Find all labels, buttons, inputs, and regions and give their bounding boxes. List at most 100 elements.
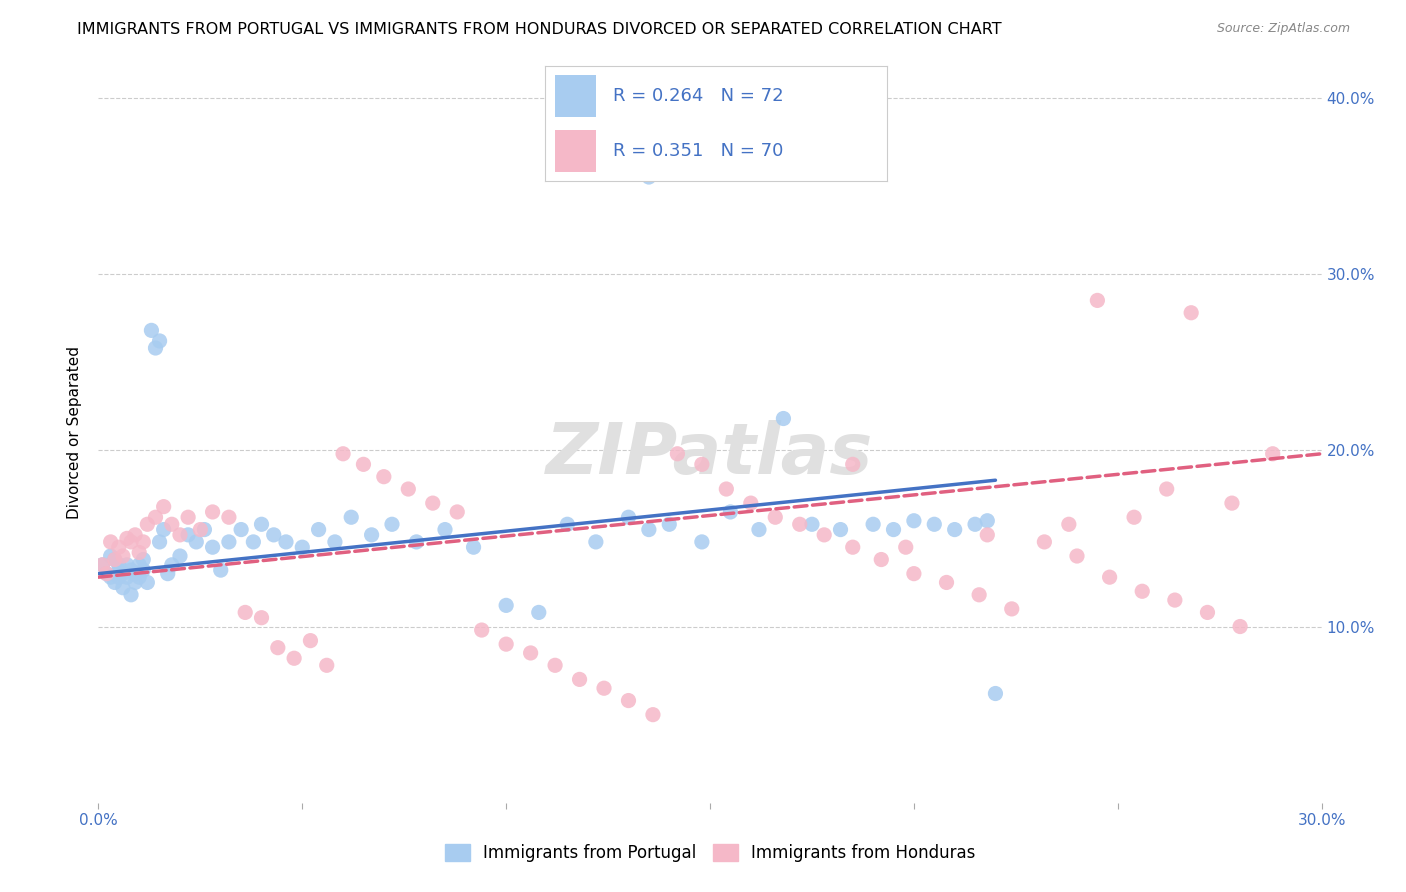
Point [299,633,322,648]
Point [1130,584,1153,599]
Point [903,514,925,528]
Point [446,505,468,519]
Point [555,517,579,532]
Point [169,549,191,563]
Point [145,510,167,524]
Point [201,540,224,554]
Point [870,552,893,566]
Point [1197,606,1219,620]
Point [527,606,550,620]
Point [360,528,382,542]
Point [91,558,114,572]
Point [495,637,517,651]
Point [250,610,273,624]
Point [323,535,346,549]
Point [169,528,191,542]
Point [115,558,138,572]
Point [124,575,146,590]
Point [495,599,517,613]
Point [96,566,118,581]
Point [405,535,427,549]
Point [186,535,208,549]
Point [1085,293,1108,308]
Point [617,510,640,524]
Point [748,523,770,537]
Point [136,517,159,532]
Point [976,514,998,528]
Point [1033,535,1056,549]
Point [903,566,925,581]
Point [463,540,485,554]
Point [332,447,354,461]
Point [111,566,134,581]
Point [544,658,567,673]
Point [841,540,863,554]
Point [136,575,159,590]
Point [841,458,863,472]
Point [718,505,742,519]
Point [568,673,591,687]
Point [373,469,395,483]
Point [641,707,664,722]
Point [740,496,762,510]
Y-axis label: Divorced or Separated: Divorced or Separated [67,346,83,519]
Point [976,528,998,542]
Point [108,563,131,577]
Point [922,517,945,532]
Point [193,523,215,537]
Point [177,510,200,524]
Point [108,540,131,554]
Point [201,505,224,519]
Point [789,517,811,532]
Point [132,535,155,549]
Point [935,575,957,590]
Point [104,552,127,566]
Point [658,517,681,532]
Point [128,545,150,559]
Point [1057,517,1080,532]
Point [263,528,285,542]
Point [984,686,1007,700]
Point [132,563,155,577]
Point [91,558,114,572]
Point [801,517,824,532]
Point [943,523,966,537]
Point [1098,570,1121,584]
Text: Source: ZipAtlas.com: Source: ZipAtlas.com [1216,22,1350,36]
Point [218,535,240,549]
Point [152,500,174,514]
Point [283,651,305,665]
Point [396,482,419,496]
Point [772,411,794,425]
Point [132,552,155,566]
Point [813,528,835,542]
Point [111,549,134,563]
Point [120,563,142,577]
Point [585,535,607,549]
Point [666,447,689,461]
Point [519,646,541,660]
Point [231,523,253,537]
Text: ZIPatlas: ZIPatlas [547,420,873,490]
Point [637,523,661,537]
Point [100,549,122,563]
Point [1261,447,1284,461]
Point [1123,510,1146,524]
Point [120,535,142,549]
Point [209,563,232,577]
Point [340,510,363,524]
Point [149,535,172,549]
Point [308,523,330,537]
Point [716,482,738,496]
Point [104,552,127,566]
Point [218,510,240,524]
Point [1066,549,1088,563]
Point [149,334,172,348]
Point [152,523,174,537]
Point [690,535,713,549]
Point [104,575,127,590]
Point [965,517,987,532]
Point [894,540,917,554]
Point [883,523,905,537]
Point [124,528,146,542]
